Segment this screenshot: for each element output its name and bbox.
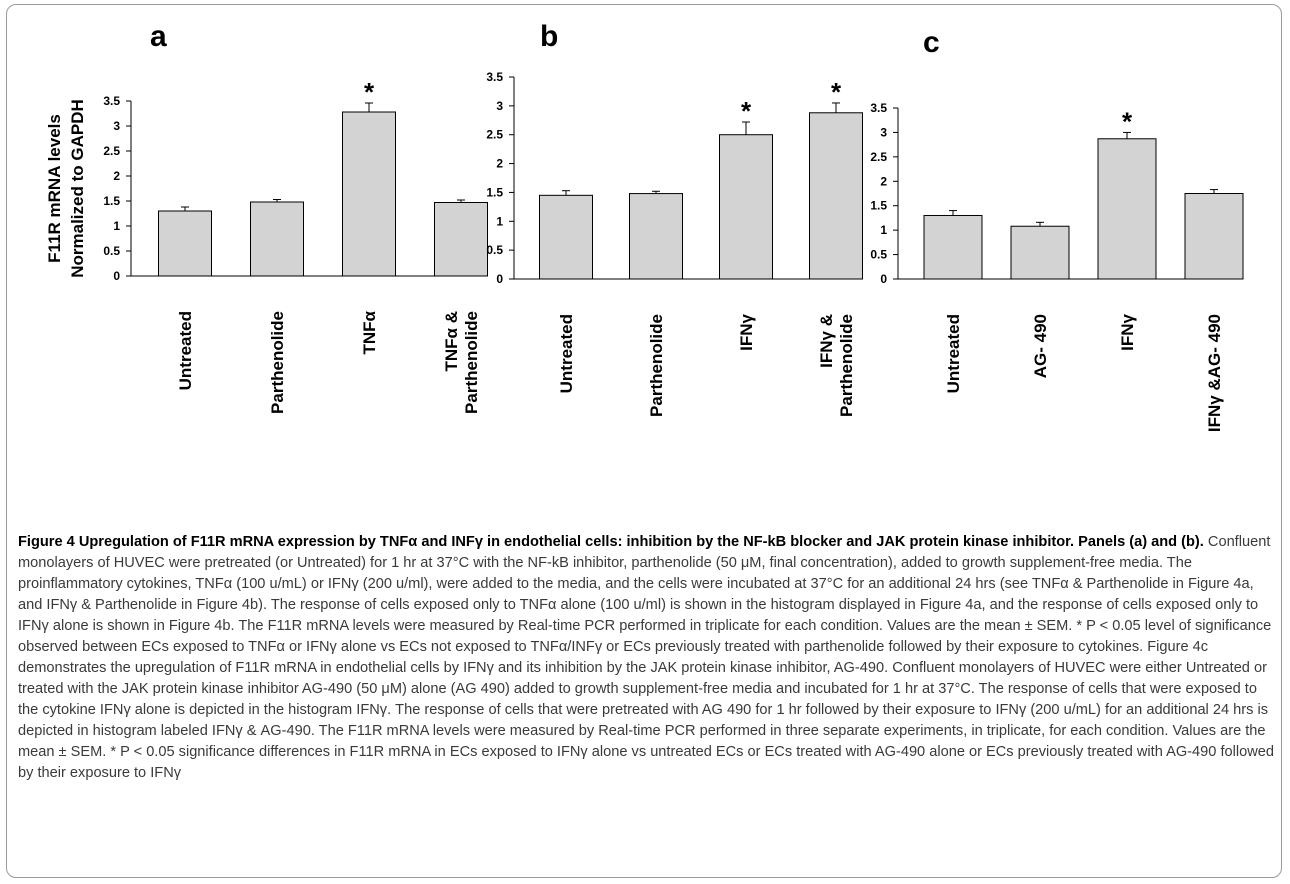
bar (1010, 225, 1070, 280)
y-tick-label: 0 (880, 272, 887, 286)
category-label: IFNγ & (817, 314, 836, 368)
bar (250, 201, 304, 277)
chart-panel-c: c 0 0.5 1 1.5 2 2.5 3 3.5 Untreated AG- 490 * IFNγ IF… (870, 26, 1244, 432)
bar (158, 210, 212, 277)
figure-caption: Figure 4 Upregulation of F11R mRNA expre… (18, 532, 1276, 784)
bar (1184, 193, 1244, 280)
y-tick-label: 3.5 (103, 94, 120, 108)
bar (809, 112, 863, 280)
category-label: Parthenolide (647, 314, 666, 417)
significance-marker: * (741, 96, 752, 126)
caption-body: Confluent monolayers of HUVEC were pretr… (18, 534, 1274, 781)
bar (719, 134, 773, 280)
caption-panels-label-end: . (1199, 534, 1204, 550)
category-label: IFNγ (1118, 313, 1137, 350)
y-tick-label: 0.5 (870, 248, 887, 262)
y-tick-label: 2 (496, 157, 503, 171)
chart-panel-b: b 0 0.5 1 1.5 2 2.5 3 3.5 Untreated Parthenolide * I… (486, 20, 863, 417)
y-tick-label: 1.5 (103, 194, 120, 208)
category-label: Untreated (557, 314, 576, 393)
bar (539, 194, 593, 280)
category-label: Untreated (944, 314, 963, 393)
y-tick-label: 3 (496, 99, 503, 113)
bar (629, 193, 683, 280)
y-tick-label: 3 (880, 125, 887, 139)
significance-marker: * (364, 77, 375, 107)
significance-marker: * (1122, 106, 1133, 136)
caption-title: Figure 4 Upregulation of F11R mRNA expre… (18, 534, 1071, 550)
caption-title-end: . (1070, 534, 1075, 550)
y-tick-label: 1.5 (870, 199, 887, 213)
category-label: Parthenolide (837, 314, 856, 417)
y-tick-label: 1.5 (486, 185, 503, 199)
category-label: Parthenolide (462, 311, 481, 414)
y-tick-label: 2.5 (870, 150, 887, 164)
y-tick-label: 2.5 (486, 128, 503, 142)
y-tick-label: 3.5 (486, 70, 503, 84)
y-tick-label: 1 (496, 214, 503, 228)
chart-panel-a: a F11R mRNA levels Normalized to GAPDH 0 0.5… (45, 20, 488, 414)
y-tick-label: 0.5 (103, 244, 120, 258)
y-tick-label: 2 (113, 169, 120, 183)
y-tick-label: 1 (113, 219, 120, 233)
category-label: Untreated (176, 311, 195, 390)
y-tick-label: 0 (496, 272, 503, 286)
y-axis-label: Normalized to GAPDH (68, 99, 87, 278)
bar (1097, 138, 1157, 280)
panel-letter: b (540, 20, 558, 53)
y-tick-label: 0 (113, 269, 120, 283)
bar (434, 202, 488, 277)
figure-charts: a F11R mRNA levels Normalized to GAPDH 0 0.5… (45, 20, 1244, 432)
y-tick-label: 1 (880, 223, 887, 237)
bar (342, 111, 396, 277)
y-tick-label: 3 (113, 119, 120, 133)
caption-panels-label: Panels (a) and (b) (1078, 534, 1200, 550)
panel-letter: a (150, 20, 167, 53)
panel-letter: c (923, 26, 940, 59)
significance-marker: * (831, 77, 842, 107)
category-label: TNFα (360, 310, 379, 354)
category-label: TNFα & (442, 311, 461, 372)
category-label: AG- 490 (1031, 314, 1050, 378)
y-tick-label: 2 (880, 174, 887, 188)
bar (923, 214, 983, 280)
category-label: Parthenolide (268, 311, 287, 414)
y-axis-label: F11R mRNA levels (45, 114, 64, 263)
y-tick-label: 3.5 (870, 101, 887, 115)
y-tick-label: 0.5 (486, 243, 503, 257)
y-tick-label: 2.5 (103, 144, 120, 158)
category-label: IFNγ &AG- 490 (1205, 314, 1224, 432)
figure-frame (6, 4, 1282, 878)
category-label: IFNγ (737, 313, 756, 350)
